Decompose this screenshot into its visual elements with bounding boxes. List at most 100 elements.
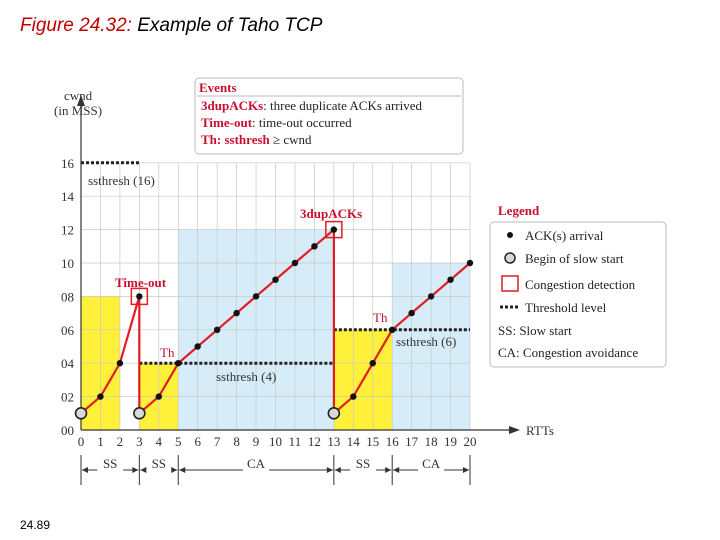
slow-start-marker-15	[327, 406, 341, 420]
events-box: Events 3dupACKs: three duplicate ACKs ar…	[194, 77, 464, 155]
phase-arrowhead-right-4	[463, 467, 469, 473]
x-tick-10: 10	[269, 434, 282, 449]
ack-point-17	[369, 360, 376, 367]
x-tick-13: 13	[327, 434, 340, 449]
y-axis-arrow	[77, 95, 85, 106]
y-axis-label-unit: (in MSS)	[54, 103, 102, 118]
ack-point-14	[330, 226, 338, 233]
events-text-3dupacks: : three duplicate ACKs arrived	[263, 98, 422, 113]
dupacks-label: 3dupACKs	[300, 206, 362, 221]
legend-item-ack: ACK(s) arrival	[525, 228, 604, 243]
ack-point-20	[427, 293, 435, 300]
x-tick-3: 3	[136, 434, 143, 449]
y-tick-04: 04	[61, 356, 75, 371]
phase-label-ca-2: CA	[247, 456, 266, 471]
events-key-threshold: Th: ssthresh	[201, 132, 273, 147]
figure-number: Figure 24.32:	[20, 15, 132, 36]
legend: Legend ACK(s) arrival Begin of slow star…	[489, 203, 667, 368]
legend-item-threshold: Threshold level	[525, 300, 607, 315]
x-tick-20: 20	[464, 434, 477, 449]
x-tick-6: 6	[194, 434, 201, 449]
phase-arrowhead-left-2	[179, 467, 186, 473]
phase-label-ss-1: SS	[152, 456, 166, 471]
events-line-3dupacks: 3dupACKs: three duplicate ACKs arrived	[201, 98, 422, 113]
ssthresh-4-label: ssthresh (4)	[216, 369, 276, 384]
x-tick-4: 4	[156, 434, 163, 449]
ack-point-5	[155, 393, 162, 400]
ack-point-3	[136, 293, 143, 300]
x-axis-arrow	[509, 426, 520, 434]
th-label-1: Th	[160, 345, 175, 360]
phase-arrowhead-left-3	[334, 467, 341, 473]
x-tick-16: 16	[386, 434, 400, 449]
phase-label-ss-3: SS	[356, 456, 370, 471]
ack-point-2	[116, 360, 124, 367]
x-tick-11: 11	[289, 434, 302, 449]
ack-point-12	[291, 259, 299, 267]
x-tick-7: 7	[214, 434, 221, 449]
phase-arrowhead-left-4	[393, 467, 400, 473]
axes: cwnd (in MSS) RTTs	[54, 88, 554, 438]
legend-item-ca: CA: Congestion avoidance	[498, 345, 638, 360]
ack-point-22	[466, 259, 474, 267]
ack-point-1	[97, 393, 104, 400]
y-tick-16: 16	[61, 156, 75, 171]
legend-congestion-square	[501, 275, 519, 292]
x-tick-19: 19	[444, 434, 457, 449]
events-text-threshold: ≥ cwnd	[273, 132, 312, 147]
phase-bracket: SS SS CA SS CA	[80, 455, 471, 485]
th-label-2: Th	[373, 310, 388, 325]
legend-title: Legend	[498, 203, 540, 218]
y-tick-02: 02	[61, 390, 74, 405]
legend-item-begin: Begin of slow start	[525, 251, 624, 266]
phase-arrowhead-left-1	[140, 467, 147, 473]
ack-point-13	[311, 243, 318, 250]
ack-point-11	[272, 276, 279, 283]
events-line-threshold: Th: ssthresh ≥ cwnd	[201, 132, 312, 147]
ssthresh-6-label: ssthresh (6)	[396, 334, 456, 349]
x-tick-15: 15	[366, 434, 379, 449]
ack-point-9	[233, 309, 240, 317]
x-tick-12: 12	[308, 434, 321, 449]
ssthresh-16-label: ssthresh (16)	[88, 173, 155, 188]
y-tick-08: 08	[61, 289, 74, 304]
legend-item-congestion: Congestion detection	[525, 277, 636, 292]
ack-point-16	[350, 393, 357, 400]
ack-point-10	[252, 293, 260, 300]
slow-start-marker-0	[74, 406, 88, 420]
events-text-timeout: : time-out occurred	[252, 115, 352, 130]
x-tick-18: 18	[425, 434, 438, 449]
y-tick-00: 00	[61, 423, 74, 438]
ack-point-21	[447, 276, 454, 283]
x-tick-9: 9	[253, 434, 260, 449]
y-tick-10: 10	[61, 256, 74, 271]
threshold-lines	[81, 161, 470, 365]
phase-label-ca-4: CA	[422, 456, 441, 471]
events-line-timeout: Time-out: time-out occurred	[201, 115, 352, 130]
events-key-timeout: Time-out	[201, 115, 253, 130]
events-title: Events	[199, 80, 237, 95]
y-tick-06: 06	[61, 323, 75, 338]
y-axis-label-cwnd: cwnd	[64, 88, 93, 103]
x-tick-8: 8	[233, 434, 240, 449]
y-tick-12: 12	[61, 223, 74, 238]
page-number: 24.89	[20, 518, 51, 532]
legend-frame	[489, 221, 667, 368]
phase-label-ss-0: SS	[103, 456, 117, 471]
legend-begin-circle	[504, 252, 516, 264]
figure-caption: Example of Taho TCP	[137, 15, 323, 36]
ack-point-18	[389, 326, 396, 333]
phase-arrowhead-left-0	[82, 467, 88, 473]
legend-ack-dot	[507, 232, 513, 238]
x-axis-label: RTTs	[526, 423, 554, 438]
ack-point-7	[194, 343, 201, 350]
x-tick-5: 5	[175, 434, 182, 449]
phase-arrowhead-right-3	[385, 467, 392, 473]
y-tick-14: 14	[61, 189, 75, 204]
legend-item-ss: SS: Slow start	[498, 323, 572, 338]
timeout-label: Time-out	[115, 275, 167, 290]
events-box-frame	[194, 77, 464, 155]
phase-arrowhead-right-1	[171, 467, 178, 473]
